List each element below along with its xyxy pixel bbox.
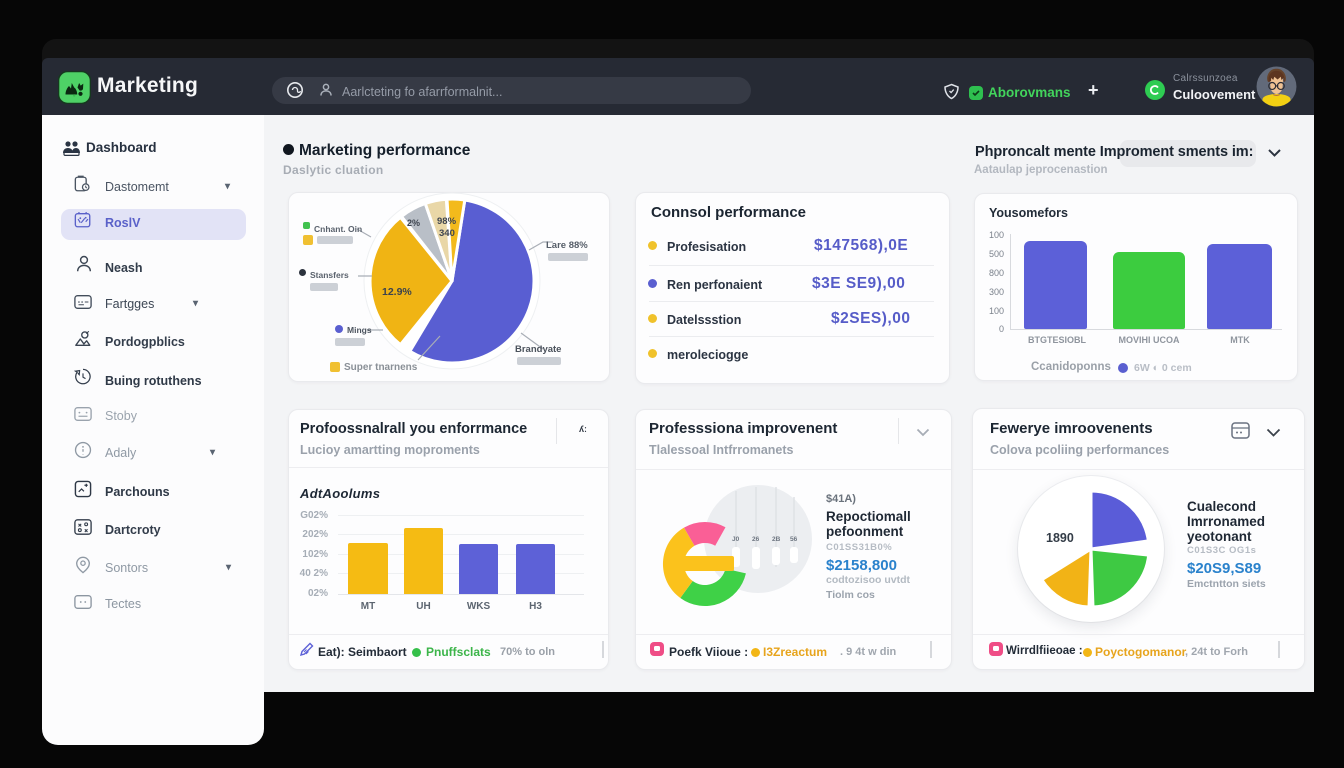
svg-text:J0: J0 xyxy=(732,536,740,543)
svg-text:26: 26 xyxy=(752,536,760,543)
svg-text:56: 56 xyxy=(790,536,798,543)
svg-text:2B: 2B xyxy=(772,536,781,543)
